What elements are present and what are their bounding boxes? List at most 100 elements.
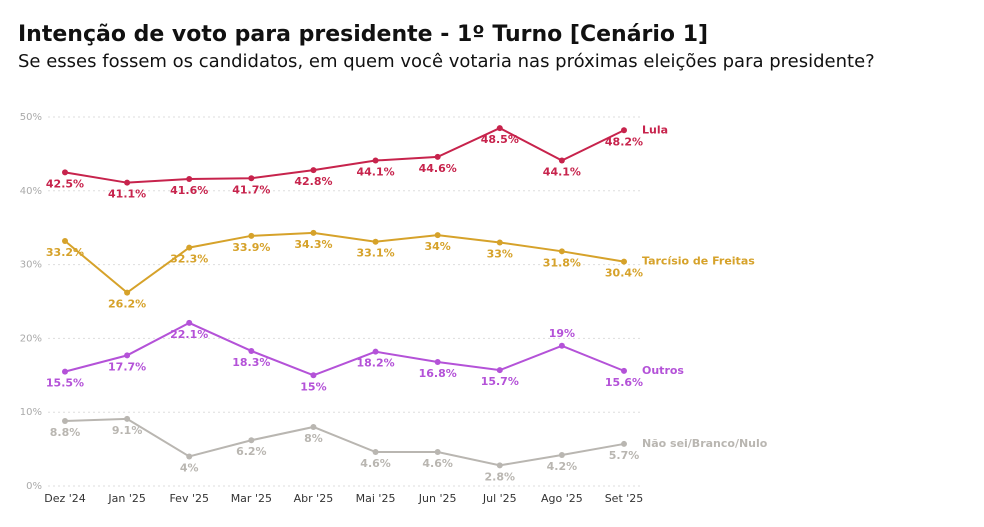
data-point	[496, 239, 503, 246]
x-tick-label: Mai '25	[356, 492, 396, 505]
data-label: 41.7%	[232, 183, 270, 196]
data-label: 33%	[487, 247, 513, 260]
data-label: 42.8%	[294, 175, 332, 188]
x-tick-label: Mar '25	[231, 492, 272, 505]
data-point	[186, 319, 193, 326]
data-label: 18.3%	[232, 356, 270, 369]
data-point	[186, 244, 193, 251]
series-line	[64, 321, 625, 377]
series-name: Outros	[642, 364, 684, 377]
y-tick-label: 0%	[26, 481, 42, 492]
data-point	[310, 229, 317, 236]
data-label: 26.2%	[108, 298, 146, 311]
data-label: 4.6%	[360, 457, 391, 470]
data-label: 15.6%	[605, 376, 643, 389]
y-tick-label: 10%	[20, 407, 42, 418]
data-label: 16.8%	[419, 367, 457, 380]
data-point	[124, 352, 131, 359]
data-label: 48.5%	[481, 133, 519, 146]
data-point	[496, 125, 503, 132]
data-label: 15%	[300, 380, 326, 393]
data-point	[248, 232, 255, 239]
data-point	[434, 232, 441, 239]
data-point	[434, 359, 441, 366]
data-point	[186, 453, 193, 460]
data-point	[496, 367, 503, 374]
series-line	[64, 126, 625, 184]
data-label: 9.1%	[112, 424, 143, 437]
data-point	[621, 367, 627, 374]
x-tick-label: Ago '25	[541, 492, 583, 505]
data-point	[124, 179, 131, 186]
data-label: 48.2%	[605, 135, 643, 148]
data-label: 33.9%	[232, 241, 270, 254]
data-point	[558, 248, 565, 255]
chart-title: Intenção de voto para presidente - 1º Tu…	[18, 22, 708, 47]
data-label: 15.7%	[481, 375, 519, 388]
data-label: 30.4%	[605, 267, 643, 280]
data-label: 6.2%	[236, 445, 267, 458]
x-tick-label: Jul '25	[482, 492, 517, 505]
y-tick-label: 20%	[20, 333, 42, 344]
data-point	[558, 342, 565, 349]
data-label: 4.2%	[547, 460, 578, 473]
data-label: 42.5%	[46, 177, 84, 190]
data-point	[558, 157, 565, 164]
data-label: 44.1%	[356, 166, 394, 179]
data-label: 19%	[549, 327, 575, 340]
y-tick-label: 40%	[20, 186, 42, 197]
data-point	[186, 175, 193, 182]
data-point	[248, 175, 255, 182]
data-point	[62, 368, 68, 375]
data-point	[248, 347, 255, 354]
series-line	[64, 417, 625, 467]
data-point	[372, 157, 379, 164]
y-tick-label: 50%	[20, 112, 42, 123]
data-point	[62, 418, 68, 425]
data-label: 4.6%	[422, 457, 453, 470]
data-label: 41.6%	[170, 184, 208, 197]
data-point	[496, 462, 503, 469]
data-point	[310, 423, 317, 430]
data-label: 5.7%	[609, 449, 640, 462]
data-point	[434, 153, 441, 160]
data-point	[62, 169, 68, 176]
x-tick-label: Set '25	[605, 492, 644, 505]
data-label: 18.2%	[356, 357, 394, 370]
data-point	[372, 449, 379, 456]
data-point	[248, 437, 255, 444]
data-label: 34%	[424, 240, 450, 253]
data-label: 41.1%	[108, 188, 146, 201]
series-name: Tarcísio de Freitas	[642, 255, 755, 268]
y-tick-label: 30%	[20, 260, 42, 271]
data-label: 34.3%	[294, 238, 332, 251]
data-label: 33.1%	[356, 247, 394, 260]
x-tick-label: Fev '25	[169, 492, 209, 505]
data-label: 44.1%	[543, 166, 581, 179]
data-label: 33.2%	[46, 246, 84, 259]
data-label: 8.8%	[50, 426, 81, 439]
data-label: 32.3%	[170, 253, 208, 266]
x-tick-label: Abr '25	[294, 492, 334, 505]
x-tick-label: Dez '24	[44, 492, 86, 505]
data-label: 31.8%	[543, 256, 581, 269]
data-label: 8%	[304, 432, 323, 445]
series-name: Lula	[642, 123, 668, 136]
data-label: 15.5%	[46, 377, 84, 390]
data-point	[310, 167, 317, 174]
data-point	[434, 449, 441, 456]
data-point	[372, 238, 379, 245]
data-point	[310, 372, 317, 379]
data-label: 4%	[180, 461, 199, 474]
data-point	[621, 127, 627, 134]
data-point	[372, 348, 379, 355]
chart-subtitle: Se esses fossem os candidatos, em quem v…	[18, 51, 875, 72]
data-label: 44.6%	[419, 162, 457, 175]
data-point	[124, 289, 131, 296]
x-tick-label: Jun '25	[418, 492, 457, 505]
data-point	[124, 415, 131, 422]
data-point	[621, 258, 627, 265]
series-name: Não sei/Branco/Nulo	[642, 437, 768, 450]
